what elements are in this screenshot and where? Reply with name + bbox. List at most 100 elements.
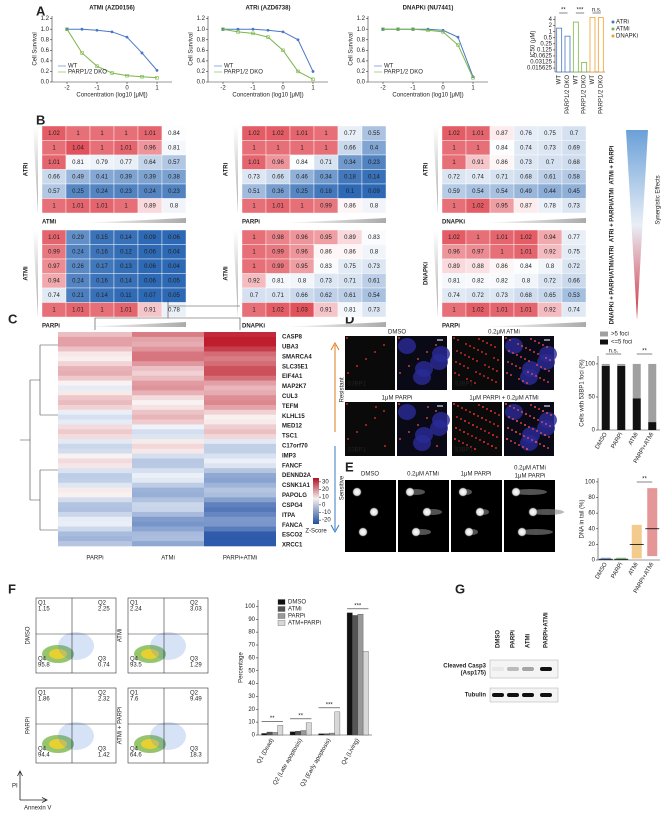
focus (483, 441, 485, 443)
cell-value: 0.68 (520, 293, 532, 299)
cell-value: 1.01 (496, 235, 508, 241)
significance-label: *** (354, 603, 362, 609)
focus (529, 415, 531, 417)
focus (544, 434, 546, 436)
y-tick-label: 0.8 (357, 37, 366, 43)
gene-label: CSNK1A1 (282, 483, 311, 489)
bar-segment (648, 422, 657, 430)
focus (531, 373, 533, 375)
heatmap-cell (58, 541, 132, 547)
heatmap-cell (132, 336, 204, 343)
heatmap-cell (204, 370, 276, 377)
focus (487, 377, 489, 379)
heatmap-cell (132, 526, 204, 532)
focus (477, 349, 479, 351)
cell-value: 0.23 (168, 189, 180, 195)
cell-value: 0.8 (522, 278, 531, 284)
focus (484, 364, 486, 366)
x-tick-label: -1 (410, 86, 416, 92)
image-label: 0.2μM ATMi (407, 472, 439, 478)
quadrant-value: 2.25 (98, 607, 110, 613)
cell-value: 0.49 (520, 189, 532, 195)
focus (519, 367, 521, 369)
gene-label: PAPOLG (282, 493, 307, 499)
focus (536, 430, 538, 432)
focus (468, 356, 470, 358)
cell-value: 0.89 (344, 235, 356, 241)
gradient-wedge (82, 322, 186, 327)
row-label: ATRi (424, 162, 430, 176)
cell-value: 0.98 (272, 235, 284, 241)
cell-value: 0.06 (144, 278, 156, 284)
y-tick-label: 90 (248, 617, 255, 623)
heatmap-cell (58, 477, 132, 484)
legend-swatch (611, 27, 615, 31)
heatmap-cell (204, 351, 276, 357)
cell-value: 0.97 (472, 249, 484, 255)
focus (527, 437, 529, 439)
heatmap-cell (204, 404, 276, 411)
focus (471, 435, 473, 437)
heatmap-cell (132, 497, 204, 503)
x-tick-label: Q4 (Living) (341, 738, 361, 766)
image-label: 1μM PARPi (461, 472, 492, 478)
quadrant-value: 93.5 (130, 663, 142, 669)
cell-value: 0.69 (568, 145, 580, 151)
cell-value: 0.75 (568, 249, 580, 255)
cell-value: 0.66 (296, 293, 308, 299)
legend-swatch (611, 20, 615, 24)
cell-value: 0.16 (96, 249, 108, 255)
focus (484, 430, 486, 432)
cell-value: 0.24 (144, 189, 156, 195)
focus (530, 404, 532, 406)
cell-value: 0.92 (544, 249, 556, 255)
data-point (65, 27, 69, 31)
data-point (441, 30, 445, 34)
distribution (631, 524, 642, 559)
heatmap-cell (132, 516, 204, 522)
data-point (251, 31, 255, 36)
cell-value: 0.21 (72, 293, 84, 299)
synergy-axis-label: Synergistic Effects (656, 175, 662, 224)
heatmap-cell (58, 385, 132, 391)
nucleus (537, 354, 555, 370)
gradient-wedge (482, 218, 586, 223)
quadrant-value: 0.74 (98, 663, 110, 669)
focus (522, 446, 524, 448)
focus (527, 371, 529, 373)
comet-head (422, 507, 432, 517)
y-tick-label: 0.6 (357, 48, 366, 54)
cell-value: 0.92 (248, 278, 260, 284)
flow-cloud (150, 632, 186, 660)
focus (408, 431, 410, 433)
focus (458, 440, 460, 442)
cell-value: 0.74 (448, 293, 460, 299)
comet-head (528, 507, 538, 517)
cell-value: 0.99 (48, 249, 60, 255)
synergy-legend: ATRi + PARPi/ATMi (610, 188, 616, 243)
focus (490, 344, 492, 346)
x-tick-label: PARP1/2 DKO (598, 75, 604, 114)
nucleus (537, 420, 555, 436)
heatmap-cell (132, 366, 204, 372)
x-tick-label: WT (573, 75, 579, 85)
bar (305, 722, 312, 736)
nucleus (398, 404, 416, 420)
cell-value: 0.7 (250, 293, 259, 299)
cell-value: 0.81 (272, 278, 284, 284)
data-point (140, 75, 144, 79)
quadrant-value: 1.86 (38, 697, 50, 703)
focus (485, 353, 487, 355)
focus (435, 344, 437, 346)
focus (473, 347, 475, 349)
focus (469, 345, 471, 347)
lane-label: PARPi+ATMi (544, 612, 550, 648)
x-tick-label: -1 (250, 86, 256, 92)
legend-label: DNAPKi (616, 34, 638, 40)
cell-value: 0.71 (496, 174, 508, 180)
heatmap-cell (132, 487, 204, 493)
cell-value: 1.01 (96, 203, 108, 209)
y-tick-label: 0 (592, 428, 596, 434)
cell-value: 0.8 (546, 264, 555, 270)
band (522, 667, 534, 671)
